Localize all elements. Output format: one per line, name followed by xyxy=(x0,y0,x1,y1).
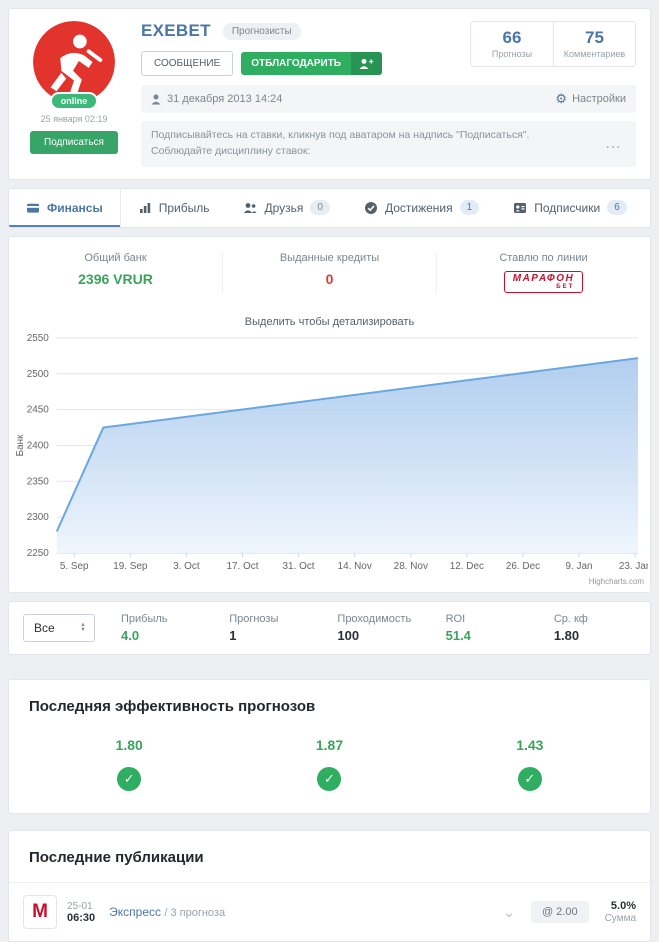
stat-forecasts: Прогнозы 1 xyxy=(229,613,279,644)
effectiveness-title: Последняя эффективность прогнозов xyxy=(29,698,316,716)
finance-summary: Общий банк 2396 VRUR Выданные кредиты 0 … xyxy=(9,237,650,306)
credits-column: Выданные кредиты 0 xyxy=(222,251,436,293)
profile-note-bar: Подписывайтесь на ставки, кликнув под ав… xyxy=(141,121,636,167)
total-bank-value: 2396 VRUR xyxy=(78,270,153,287)
counter-forecasts[interactable]: 66 Прогнозы xyxy=(491,28,533,59)
tab-subscribers[interactable]: Подписчики 6 xyxy=(496,189,644,227)
svg-text:2400: 2400 xyxy=(27,440,50,451)
bank-card-icon xyxy=(27,203,39,213)
tab-achievements[interactable]: Достижения 1 xyxy=(347,189,496,227)
note-line-2: Соблюдайте дисциплину ставок: xyxy=(151,144,311,157)
more-options-icon[interactable]: ... xyxy=(605,136,622,151)
tab-finances[interactable]: Финансы xyxy=(9,188,121,227)
people-icon xyxy=(244,202,258,213)
person-icon xyxy=(151,94,161,104)
header-main-column: EXEBET Прогнозисты СООБЩЕНИЕ ОТБЛАГОДАРИ… xyxy=(125,21,636,167)
achievements-count-badge: 1 xyxy=(459,200,480,215)
svg-text:5. Sep: 5. Sep xyxy=(60,561,89,572)
stat-profit: Прибыль 4.0 xyxy=(121,613,168,644)
svg-text:2550: 2550 xyxy=(27,333,50,344)
stat-avg-odds: Ср. кф 1.80 xyxy=(553,613,588,644)
registration-bar: 31 декабря 2013 14:24 ⚙ Настройки xyxy=(141,85,636,113)
select-arrows-icon: ▲ ▼ xyxy=(80,622,86,634)
bookmaker-m-logo: M xyxy=(23,895,57,930)
bookmaker-logo: МАРАФОН БЕТ xyxy=(503,270,584,293)
online-status-badge: online xyxy=(49,92,99,110)
counter-comments[interactable]: 75 Комментариев xyxy=(553,22,635,66)
svg-text:28. Nov: 28. Nov xyxy=(394,561,428,572)
publication-row[interactable]: M 25-01 06:30 Экспресс / 3 прогноза ⌄ @ … xyxy=(9,882,650,941)
subscriber-card-icon xyxy=(514,202,527,213)
gear-icon: ⚙ xyxy=(555,91,568,106)
svg-text:Highcharts.com: Highcharts.com xyxy=(589,576,645,585)
tab-friends[interactable]: Друзья 0 xyxy=(226,189,346,227)
publications-title: Последние публикации xyxy=(29,849,204,867)
bookmaker-column: Ставлю по линии МАРАФОН БЕТ xyxy=(436,251,650,293)
achievement-check-icon xyxy=(364,201,377,214)
svg-text:2500: 2500 xyxy=(27,368,50,379)
chevron-down-icon[interactable]: ⌄ xyxy=(503,904,515,921)
effectiveness-item: 1.43 ✓ xyxy=(430,737,630,792)
publication-link[interactable]: Экспресс xyxy=(109,905,161,920)
svg-text:14. Nov: 14. Nov xyxy=(338,561,372,572)
svg-text:17. Oct: 17. Oct xyxy=(226,561,258,572)
friends-count-badge: 0 xyxy=(310,200,330,215)
publications-card: Последние публикации M 25-01 06:30 Экспр… xyxy=(8,830,651,942)
svg-text:19. Sep: 19. Sep xyxy=(113,561,148,572)
subscribers-count-badge: 6 xyxy=(607,200,627,215)
runner-icon xyxy=(50,34,103,95)
profile-counters: 66 Прогнозы 75 Комментариев xyxy=(470,21,636,67)
thank-button[interactable]: ОТБЛАГОДАРИТЬ xyxy=(241,52,382,75)
settings-link[interactable]: ⚙ Настройки xyxy=(555,91,626,106)
win-check-icon: ✓ xyxy=(517,767,542,792)
profile-avatar xyxy=(33,21,115,103)
profile-tabs: Финансы Прибыль Друзья 0 Достижения 1 По… xyxy=(8,187,651,228)
category-badge: Прогнозисты xyxy=(222,22,301,40)
stat-roi: ROI 51.4 xyxy=(445,613,471,644)
publication-meta: / 3 прогноза xyxy=(164,907,226,920)
total-bank-column: Общий банк 2396 VRUR xyxy=(9,252,222,293)
svg-text:26. Dec: 26. Dec xyxy=(506,561,540,572)
svg-text:2450: 2450 xyxy=(27,404,50,415)
bank-area-chart[interactable]: 2250 2300 2350 2400 2450 2500 2550 5. Sep 19. Se… xyxy=(11,330,648,587)
subscribe-button[interactable]: Подписаться xyxy=(30,131,118,154)
svg-text:12. Dec: 12. Dec xyxy=(450,561,484,572)
chart-subtitle: Выделить чтобы детализировать xyxy=(244,315,415,328)
win-check-icon: ✓ xyxy=(317,767,342,792)
odds-badge: @ 2.00 xyxy=(530,901,589,924)
summary-stats-card: Все ▲ ▼ Прибыль 4.0 Прогнозы 1 Проходимо… xyxy=(8,601,651,656)
svg-text:31. Oct: 31. Oct xyxy=(283,561,315,572)
profile-header-card: online 25 января 02:19 Подписаться EXEBE… xyxy=(8,8,651,180)
svg-text:2250: 2250 xyxy=(27,548,50,559)
svg-text:3. Oct: 3. Oct xyxy=(173,561,200,572)
message-button[interactable]: СООБЩЕНИЕ xyxy=(141,51,234,76)
win-check-icon: ✓ xyxy=(117,767,142,792)
publication-percent: 5.0% Сумма xyxy=(604,900,636,925)
period-filter-select[interactable]: Все ▲ ▼ xyxy=(23,614,95,643)
effectiveness-item: 1.87 ✓ xyxy=(229,737,429,792)
last-seen-text: 25 января 02:19 xyxy=(40,114,108,124)
note-line-1: Подписывайтесь на ставки, кликнув под ав… xyxy=(151,129,530,141)
credits-value: 0 xyxy=(325,270,334,287)
finance-card: Общий банк 2396 VRUR Выданные кредиты 0 … xyxy=(8,235,651,594)
tab-profit[interactable]: Прибыль xyxy=(121,189,227,227)
svg-text:2350: 2350 xyxy=(27,476,50,487)
profile-name: EXEBET xyxy=(141,21,211,40)
stat-pass-rate: Проходимость 100 xyxy=(337,613,412,644)
avatar-column: online 25 января 02:19 Подписаться xyxy=(23,21,125,167)
svg-text:2300: 2300 xyxy=(27,512,50,523)
svg-text:Банк: Банк xyxy=(15,434,26,457)
effectiveness-item: 1.80 ✓ xyxy=(29,737,229,792)
svg-text:23. Jan: 23. Jan xyxy=(619,561,648,572)
registered-date: 31 декабря 2013 14:24 xyxy=(167,93,283,105)
publication-datetime: 25-01 06:30 xyxy=(67,900,96,924)
effectiveness-card: Последняя эффективность прогнозов 1.80 ✓… xyxy=(8,679,651,815)
add-person-icon xyxy=(351,52,382,75)
bar-chart-icon xyxy=(139,202,150,213)
svg-text:9. Jan: 9. Jan xyxy=(565,561,592,572)
